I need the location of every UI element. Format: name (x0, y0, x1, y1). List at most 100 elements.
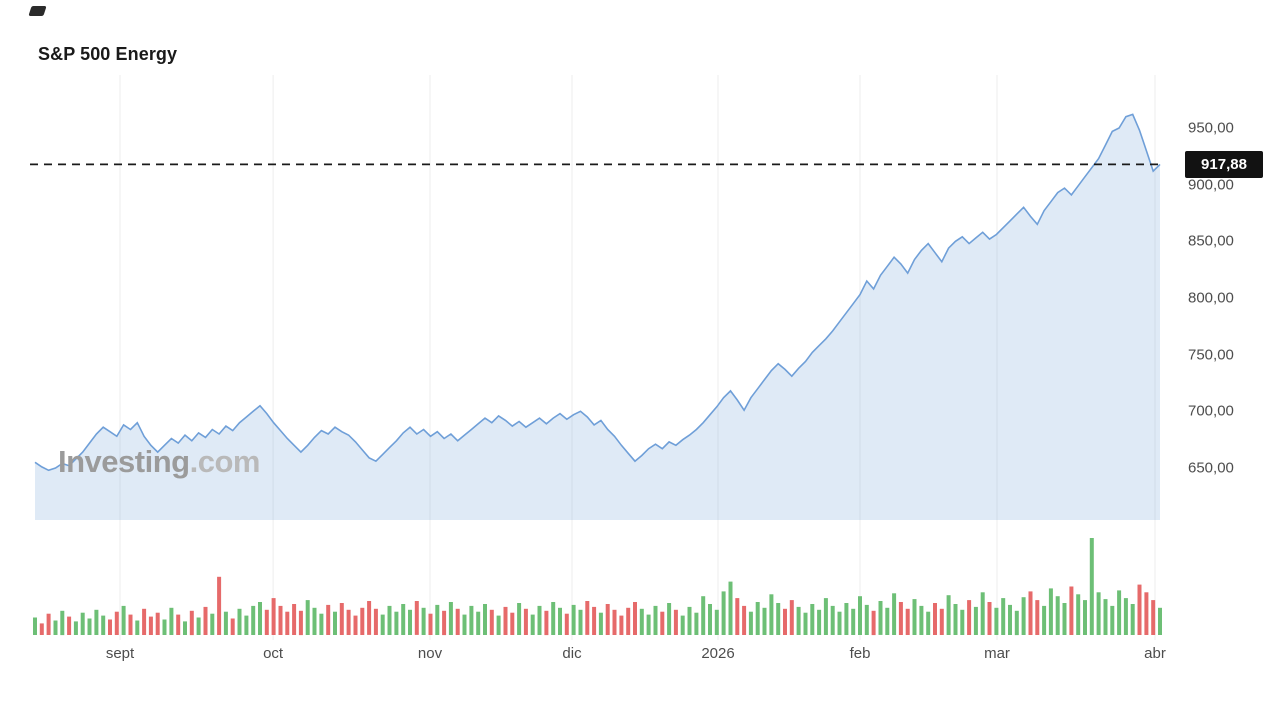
volume-bar (783, 608, 787, 635)
volume-bar (551, 602, 556, 635)
volume-bar (762, 607, 767, 635)
volume-bar (973, 606, 978, 635)
volume-bar (476, 611, 481, 635)
volume-bar (803, 612, 808, 635)
volume-bar (1151, 600, 1156, 635)
volume-bar (448, 602, 453, 635)
volume-bar (571, 604, 576, 635)
volume-bar (496, 615, 501, 635)
volume-bar (135, 620, 140, 635)
volume-bar (1014, 610, 1019, 636)
volume-bar (558, 607, 562, 635)
volume-bar (339, 603, 344, 635)
volume-bar (67, 616, 72, 635)
volume-bar (353, 615, 358, 635)
x-axis-label: dic (562, 645, 582, 662)
volume-bar (646, 614, 651, 635)
volume-bar (1158, 607, 1162, 635)
volume-bar (189, 610, 194, 636)
volume-bar (1076, 594, 1081, 635)
volume-bar (796, 606, 801, 635)
x-axis-label: feb (849, 645, 871, 662)
volume-bar (489, 609, 494, 635)
volume-bar (87, 618, 92, 635)
volume-bar (885, 607, 890, 635)
volume-bar (121, 605, 126, 635)
volume-bar (687, 606, 692, 635)
volume-bar (312, 607, 317, 635)
volume-bar (442, 610, 447, 636)
volume-bar (46, 613, 51, 635)
volume-bar (326, 604, 331, 635)
volume-bar (210, 613, 215, 635)
volume-bar (755, 602, 760, 635)
volume-bar (483, 604, 487, 635)
volume-bar (333, 611, 337, 635)
volume-bar (435, 604, 440, 635)
volume-bar (1137, 584, 1142, 635)
last-price-tag: 917,88 (1185, 151, 1263, 178)
volume-bar (230, 618, 235, 635)
volume-bar (987, 602, 992, 635)
volume-bar (319, 613, 324, 635)
volume-bar (1042, 605, 1047, 635)
volume-bars (33, 538, 1162, 636)
volume-bar (592, 606, 597, 635)
volume-bar (305, 600, 310, 635)
volume-bar (1055, 596, 1060, 635)
volume-bar (633, 602, 637, 635)
volume-bar (530, 614, 535, 635)
volume-bar (1117, 590, 1122, 635)
volume-bar (380, 614, 385, 635)
volume-bar (394, 611, 399, 635)
volume-bar (408, 609, 412, 635)
y-axis-label: 950,00 (1188, 119, 1234, 137)
volume-bar (1096, 592, 1101, 635)
volume-bar (428, 613, 433, 635)
watermark-light: .com (189, 444, 261, 479)
volume-bar (564, 613, 569, 635)
volume-bar (748, 611, 753, 635)
volume-bar (830, 605, 835, 635)
volume-bar (373, 608, 378, 635)
volume-bar (605, 604, 610, 635)
watermark-bold: Investing (58, 444, 190, 479)
volume-bar (1048, 588, 1053, 635)
volume-bar (919, 605, 924, 635)
volume-bar (1008, 604, 1012, 635)
volume-bar (421, 607, 426, 635)
volume-bar (53, 620, 58, 635)
volume-bar (517, 603, 522, 635)
volume-bar (258, 602, 262, 635)
volume-bar (598, 612, 603, 635)
volume-bar (387, 605, 392, 635)
volume-bar (462, 614, 467, 635)
volume-bar (1103, 599, 1108, 635)
volume-bar (728, 581, 733, 635)
volume-bar (585, 601, 590, 635)
volume-bar (537, 605, 542, 635)
volume-bar (817, 609, 822, 635)
volume-bar (414, 601, 419, 635)
investing-watermark: Investing.com (58, 444, 260, 480)
volume-bar (523, 608, 528, 635)
volume-bar (1110, 605, 1115, 635)
volume-bar (298, 610, 303, 636)
volume-bar (714, 609, 719, 635)
volume-bar (933, 603, 937, 635)
volume-bar (851, 608, 856, 635)
volume-bar (510, 612, 515, 635)
volume-bar (878, 601, 883, 635)
y-axis-label: 700,00 (1188, 402, 1234, 420)
volume-bar (455, 608, 460, 635)
volume-bar (578, 609, 583, 635)
volume-bar (810, 604, 815, 635)
volume-bar (619, 615, 624, 635)
volume-bar (346, 609, 351, 635)
volume-bar (39, 623, 44, 635)
volume-bar (244, 615, 249, 635)
volume-bar (60, 610, 65, 636)
volume-bar (1144, 592, 1149, 635)
